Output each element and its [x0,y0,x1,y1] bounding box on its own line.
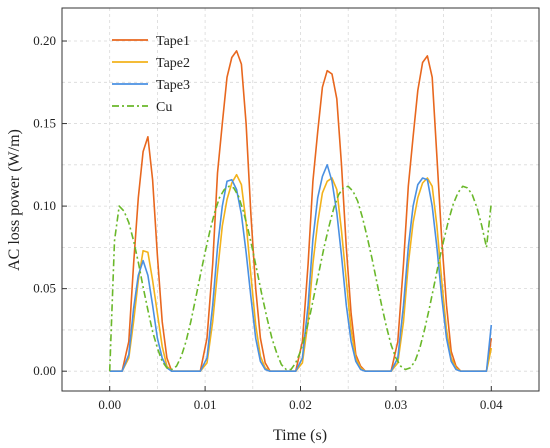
y-tick-label: 0.10 [33,198,56,213]
series-layer [108,50,493,373]
series-line-cu [108,185,493,372]
legend-label: Cu [156,100,172,115]
legend-label: Tape2 [156,56,190,71]
x-tick-label: 0.02 [289,397,312,412]
x-tick-label: 0.03 [385,397,408,412]
y-tick-label: 0.00 [33,363,56,378]
x-tick-label: 0.01 [194,397,217,412]
legend: Tape1 Tape2 Tape3 Cu [112,34,190,115]
x-axis: 0.00 0.01 0.02 0.03 0.04 [98,386,503,412]
grid [62,8,539,391]
y-tick-label: 0.15 [33,116,56,131]
x-tick-label: 0.04 [480,397,503,412]
y-tick-label: 0.20 [33,33,56,48]
y-axis: 0.00 0.05 0.10 0.15 0.20 [33,33,67,378]
y-tick-label: 0.05 [33,281,56,296]
x-tick-label: 0.00 [98,397,121,412]
x-axis-title: Time (s) [273,427,327,444]
legend-label: Tape1 [156,34,190,49]
series-line-tape1 [109,50,493,373]
y-axis-title: AC loss power (W/m) [6,129,23,271]
legend-label: Tape3 [156,78,190,93]
series-line-tape2 [109,173,493,373]
